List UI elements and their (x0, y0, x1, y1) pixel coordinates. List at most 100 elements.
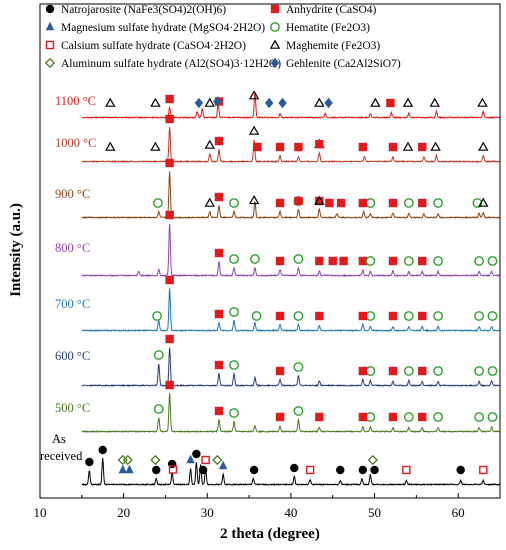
phase-marker-maghemite (314, 195, 325, 205)
phase-marker-hematite (250, 254, 260, 264)
phase-marker-anhydrite (165, 334, 174, 344)
phase-marker-anhydrite (275, 142, 285, 152)
phase-marker-hematite (293, 311, 304, 321)
legend-marker (270, 4, 280, 14)
legend-label: Maghemite (Fe2O3) (286, 40, 380, 52)
phase-marker-natrojarosite (192, 449, 201, 459)
legend-entry-maghemite: Maghemite (Fe2O3) (269, 39, 380, 52)
legend-marker (45, 4, 55, 14)
phase-marker-hematite (403, 366, 414, 376)
phase-marker-natrojarosite (98, 445, 107, 455)
phase-marker-anhydrite (386, 98, 395, 108)
legend-entry-gehlenite: Gehlenite (Ca2Al2SiO7) (270, 57, 401, 70)
x-tick-label: 10 (34, 505, 47, 520)
phase-marker-gehlenite (264, 97, 274, 109)
plot-frame (39, 3, 501, 499)
phase-marker-anhydrite (418, 366, 427, 376)
trace-500-c (81, 393, 501, 434)
phase-marker-natrojarosite (152, 465, 161, 475)
legend-entry-aluminum-sulfate-hydrate: Aluminum sulfate hydrate (Al2(SO4)3·12H2… (44, 57, 281, 70)
phase-marker-gehlenite (278, 97, 287, 109)
phase-marker-hematite (474, 412, 484, 422)
phase-marker-anhydrite (388, 412, 398, 422)
phase-marker-hematite (153, 404, 164, 414)
phase-marker-anhydrite (325, 198, 334, 208)
phase-marker-hematite (433, 198, 444, 208)
phase-marker-maghemite (402, 141, 414, 151)
trace-900-c (81, 171, 501, 220)
phase-marker-natrojarosite (249, 465, 259, 475)
x-axis: 10 20 30 40 50 60 (34, 493, 465, 520)
legend-entry-calcium-sulfate-hydrate: Calsium sulfate hydrate (CaSO4·2H2O) (45, 40, 246, 52)
phase-marker-anhydrite (214, 309, 224, 319)
phase-marker-anhydrite (358, 311, 368, 321)
trace-1000-c (81, 126, 501, 164)
phase-marker-anhydrite (388, 256, 398, 266)
phase-marker-maghemite (150, 141, 161, 151)
legend-marker (269, 39, 281, 49)
phase-marker-hematite (403, 311, 414, 321)
phase-markers (85, 90, 498, 475)
phase-marker-maghemite (150, 97, 161, 107)
legend-label: Aluminum sulfate hydrate (Al2(SO4)3·12H2… (61, 58, 281, 70)
phase-marker-maghemite (248, 125, 260, 135)
phase-marker-gehlenite (324, 97, 333, 109)
phase-marker-hematite (472, 198, 483, 208)
phase-marker-anhydrite (358, 256, 368, 266)
phase-marker-hematite (229, 198, 239, 208)
series-label: 900 °C (55, 187, 90, 201)
phase-marker-natrojarosite (358, 465, 368, 475)
legend-label: Calsium sulfate hydrate (CaSO4·2H2O) (61, 40, 246, 52)
phase-marker-anhydrite (165, 158, 174, 168)
phase-marker-hematite (474, 311, 484, 321)
phase-marker-anhydrite (418, 198, 427, 208)
phase-marker-anhydrite (388, 366, 398, 376)
phase-marker-maghemite (478, 197, 489, 207)
phase-marker-anhydrite (214, 136, 224, 146)
x-tick-label: 40 (284, 505, 297, 520)
phase-marker-anhydrite (418, 412, 427, 422)
legend-label: Gehlenite (Ca2Al2SiO7) (286, 58, 401, 70)
phase-marker-natrojarosite (290, 463, 299, 473)
phase-marker-anhydrite (275, 366, 285, 376)
phase-marker-maghemite (204, 197, 216, 207)
phase-marker-anhydrite (358, 142, 368, 152)
phase-marker-maghemite (429, 97, 440, 107)
legend-marker (45, 40, 55, 50)
phase-marker-anhydrite (275, 198, 285, 208)
phase-marker-anhydrite (315, 412, 324, 422)
phase-marker-maghemite (105, 141, 116, 151)
phase-marker-magnesium-sulfate-hydrate (118, 464, 127, 474)
phase-marker-anhydrite (214, 406, 224, 416)
trace-700-c (81, 288, 500, 333)
legend-label: Hematite (Fe2O3) (286, 22, 370, 34)
phase-marker-hematite (153, 350, 164, 360)
phase-marker-anhydrite (275, 412, 285, 422)
legend-entry-anhydrite: Anhydrite (CaSO4) (270, 4, 377, 16)
phase-marker-anhydrite (418, 311, 427, 321)
phase-marker-aluminum-sulfate-hydrate (150, 454, 161, 466)
phase-marker-gehlenite (213, 96, 222, 107)
x-tick-label: 20 (117, 505, 130, 520)
phase-marker-anhydrite (275, 311, 285, 321)
x-tick-label: 30 (201, 505, 214, 520)
phase-marker-maghemite (370, 97, 381, 107)
trace-800-c (81, 223, 501, 278)
phase-marker-natrojarosite (456, 465, 465, 475)
phase-marker-maghemite (105, 97, 116, 107)
phase-marker-hematite (487, 412, 498, 422)
phase-marker-natrojarosite (85, 457, 94, 467)
legend-marker (45, 21, 55, 31)
trace-600-c (81, 347, 501, 388)
phase-marker-anhydrite (165, 94, 174, 104)
phase-marker-hematite (403, 198, 414, 208)
phase-marker-natrojarosite (370, 465, 379, 475)
phase-marker-anhydrite (315, 196, 324, 206)
phase-marker-anhydrite (315, 256, 324, 266)
series-label: As (52, 432, 66, 446)
phase-marker-magnesium-sulfate-hydrate (125, 464, 134, 474)
phase-marker-hematite (229, 307, 239, 317)
series-label: 700 °C (55, 297, 90, 311)
legend-label: Magnesium sulfate hydrate (MgSO4·2H2O) (61, 22, 265, 34)
y-axis-label: Intensity (a.u.) (8, 203, 24, 297)
